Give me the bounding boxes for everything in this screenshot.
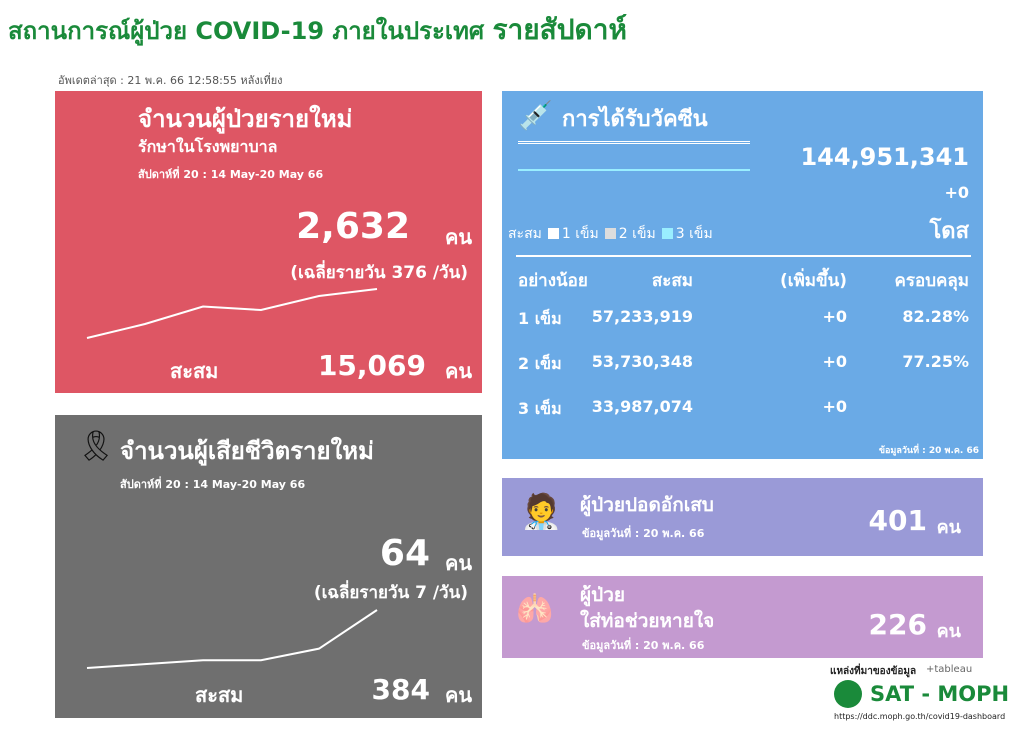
panel-title: การได้รับวัคซีน	[562, 107, 708, 132]
unit: คน	[936, 517, 961, 538]
legend-swatch	[547, 228, 559, 239]
table-header: ครอบคลุม	[894, 271, 970, 291]
total: 144,951,341	[800, 143, 969, 171]
cumulative: 15,069	[317, 349, 426, 382]
title-text: สถานการณ์ผู้ป่วย COVID-19 ภายในประเทศ	[8, 17, 485, 45]
note: ข้อมูลวันที่ : 20 พ.ค. 66	[878, 446, 979, 456]
title-emphasis: รายสัปดาห์	[492, 13, 627, 46]
cumulative: 384	[371, 673, 430, 706]
table-cell: +0	[822, 397, 847, 416]
patient-icon: 🧑‍⚕️	[520, 492, 563, 532]
table-header: (เพิ่มขึ้น)	[779, 271, 847, 291]
unit: คน	[444, 551, 472, 575]
panel-subtitle: รักษาในโรงพยาบาล	[138, 137, 278, 156]
increment: +0	[944, 183, 969, 202]
panel-title: ผู้ป่วยปอดอักเสบ	[580, 494, 714, 516]
source: แหล่งที่มาของข้อมูล	[830, 666, 917, 677]
moph-logo	[834, 680, 862, 708]
cumulative-unit: คน	[444, 359, 472, 383]
new-cases-panel: จำนวนผู้ป่วยรายใหม่ รักษาในโรงพยาบาล สัป…	[55, 91, 482, 393]
legend-swatch	[604, 228, 616, 239]
legend-label: สะสม	[508, 226, 542, 242]
pneumonia-panel: 🧑‍⚕️ ผู้ป่วยปอดอักเสบ ข้อมูลวันที่ : 20 …	[502, 478, 983, 556]
table-cell: 1 เข็ม	[518, 309, 562, 328]
cumulative-label: สะสม	[170, 359, 219, 383]
deaths-panel: 🎗 จำนวนผู้เสียชีวิตรายใหม่ สัปดาห์ที่ 20…	[55, 415, 482, 718]
ventilator-panel: 🫁 ผู้ป่วย ใส่ท่อช่วยหายใจ ข้อมูลวันที่ :…	[502, 576, 983, 658]
ribbon-icon: 🎗	[77, 429, 116, 464]
rule	[516, 255, 971, 257]
logo-text: SAT - MOPH	[870, 682, 1010, 706]
table-cell: +0	[822, 352, 847, 371]
daily-avg: (เฉลี่ยรายวัน 376 /วัน)	[290, 263, 468, 283]
legend: สะสม 1 เข็ม 2 เข็ม 3 เข็ม	[508, 223, 713, 245]
table-cell: 77.25%	[902, 352, 969, 371]
cumulative-unit: คน	[444, 683, 472, 707]
rule	[518, 169, 750, 171]
table-cell: 57,233,919	[591, 307, 693, 326]
ventilator-icon: 🫁	[516, 592, 554, 627]
table-header: อย่างน้อย	[518, 271, 588, 291]
legend-item: 1 เข็ม	[561, 226, 599, 242]
note: ข้อมูลวันที่ : 20 พ.ค. 66	[582, 639, 705, 652]
table-header: สะสม	[651, 271, 693, 291]
legend-item: 3 เข็ม	[675, 226, 713, 242]
count: 64	[379, 533, 430, 574]
table-cell: 82.28%	[902, 307, 969, 326]
unit: คน	[444, 225, 472, 249]
table-cell: 3 เข็ม	[518, 399, 562, 418]
panel-title: จำนวนผู้ป่วยรายใหม่	[138, 105, 353, 133]
table-cell: 33,987,074	[591, 397, 693, 416]
table-cell: 53,730,348	[591, 352, 693, 371]
legend-swatch	[661, 228, 673, 239]
legend-item: 2 เข็ม	[618, 226, 656, 242]
panel-title: ใส่ท่อช่วยหายใจ	[580, 610, 715, 632]
vaccine-panel: 💉 การได้รับวัคซีน 144,951,341 +0 โดส สะส…	[502, 91, 983, 459]
note: ข้อมูลวันที่ : 20 พ.ค. 66	[582, 527, 705, 540]
unit: คน	[936, 621, 961, 642]
week: สัปดาห์ที่ 20 : 14 May-20 May 66	[120, 478, 306, 491]
unit: โดส	[929, 219, 969, 244]
tableau: +tableau	[926, 664, 973, 675]
updated: อัพเดตล่าสุด : 21 พ.ค. 66 12:58:55 หลังเ…	[58, 74, 283, 87]
syringe-icon: 💉	[518, 99, 553, 132]
count: 226	[868, 608, 927, 641]
table-cell: +0	[822, 307, 847, 326]
title: สถานการณ์ผู้ป่วย COVID-19 ภายในประเทศ รา…	[8, 8, 627, 52]
cumulative-label: สะสม	[195, 683, 244, 707]
panel-title: จำนวนผู้เสียชีวิตรายใหม่	[120, 437, 374, 465]
table-cell: 2 เข็ม	[518, 354, 562, 373]
url: https://ddc.moph.go.th/covid19-dashboard	[834, 712, 1006, 721]
panel-title: ผู้ป่วย	[580, 584, 625, 606]
count: 401	[868, 504, 927, 537]
week: สัปดาห์ที่ 20 : 14 May-20 May 66	[138, 168, 324, 181]
count: 2,632	[296, 206, 410, 247]
rule	[518, 141, 750, 144]
daily-avg: (เฉลี่ยรายวัน 7 /วัน)	[313, 583, 468, 603]
